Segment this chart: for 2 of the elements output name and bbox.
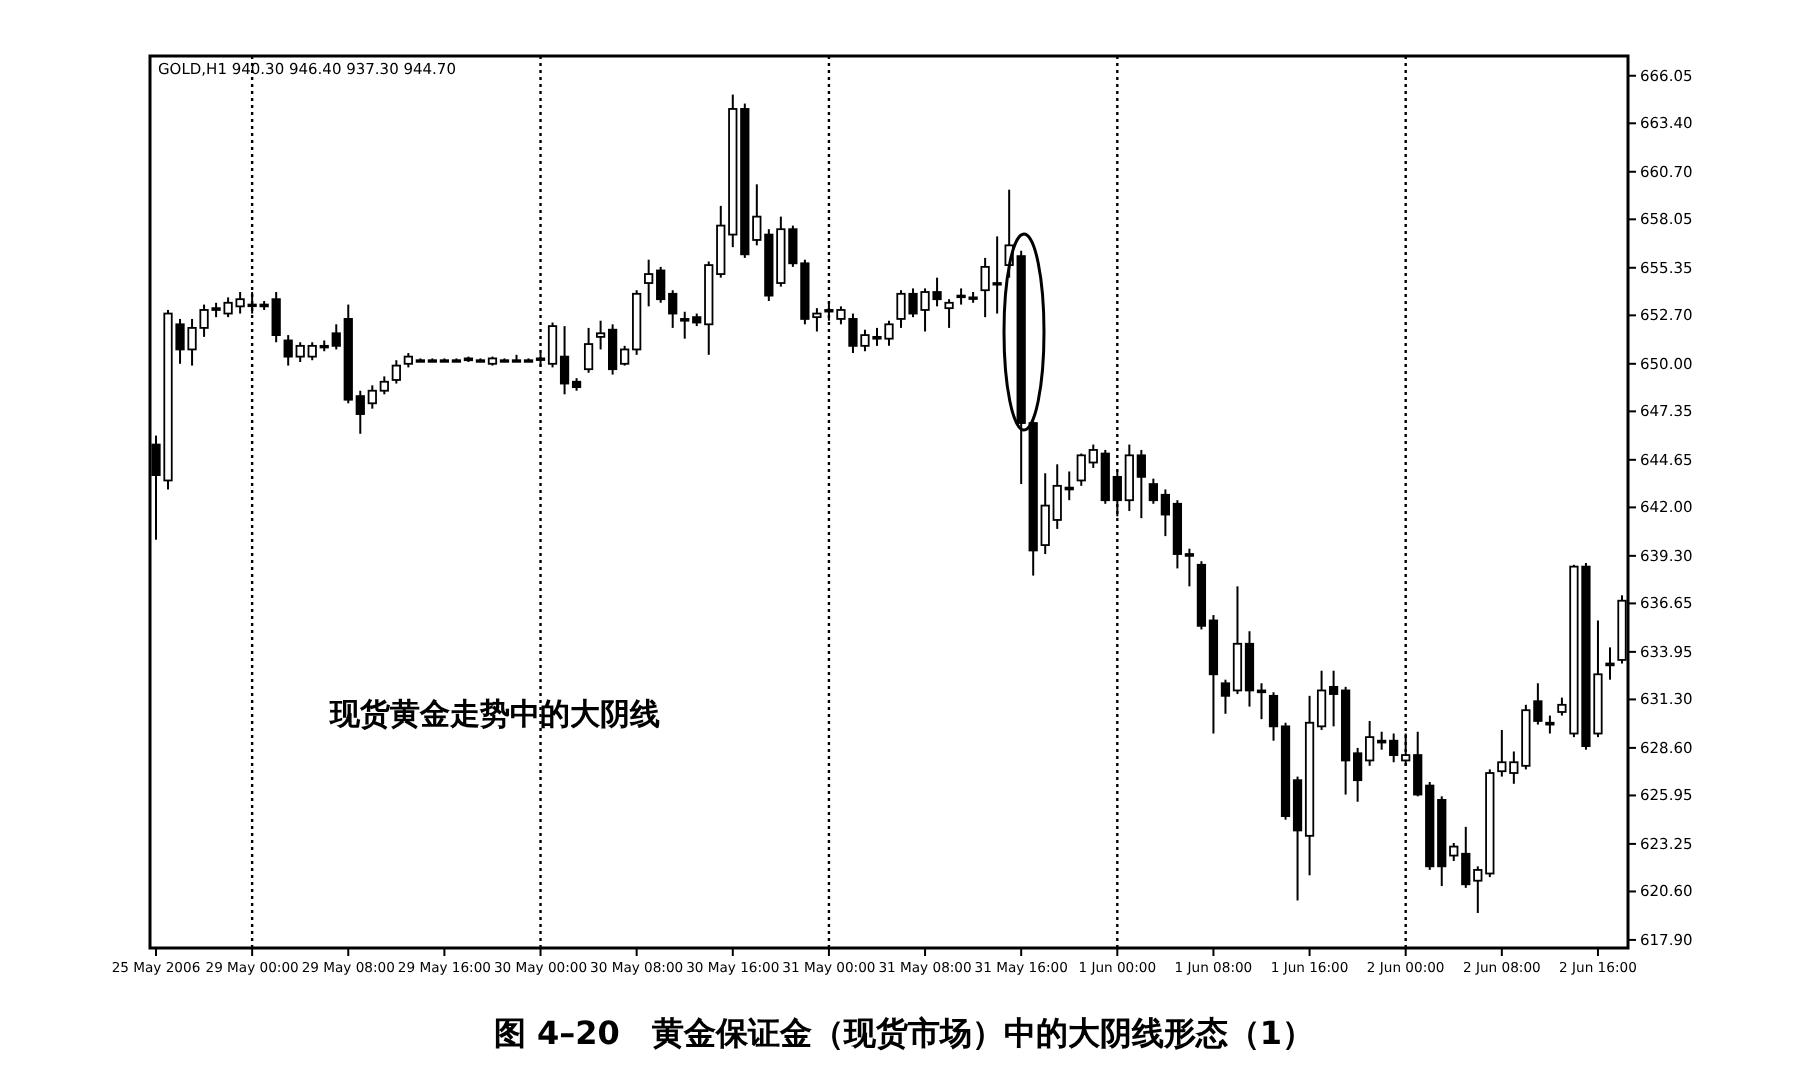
annotation: 现货黄金走势中的大阴线 xyxy=(328,696,660,732)
text: 图 4–20 黄金保证金（现货市场）中的大阴线形态（1） xyxy=(493,1014,1315,1052)
